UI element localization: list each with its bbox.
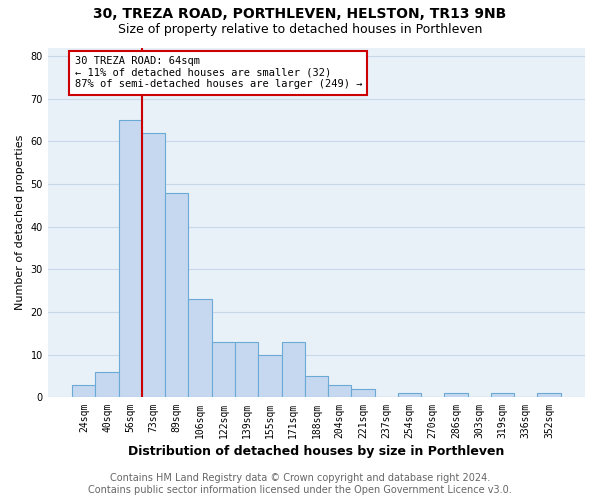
Text: Contains HM Land Registry data © Crown copyright and database right 2024.
Contai: Contains HM Land Registry data © Crown c… xyxy=(88,474,512,495)
Bar xyxy=(235,342,258,398)
Bar xyxy=(95,372,119,398)
Bar xyxy=(212,342,235,398)
Bar xyxy=(188,300,212,398)
X-axis label: Distribution of detached houses by size in Porthleven: Distribution of detached houses by size … xyxy=(128,444,505,458)
Bar xyxy=(165,192,188,398)
Bar xyxy=(491,393,514,398)
Bar xyxy=(119,120,142,398)
Bar xyxy=(328,384,351,398)
Text: Size of property relative to detached houses in Porthleven: Size of property relative to detached ho… xyxy=(118,22,482,36)
Bar xyxy=(445,393,467,398)
Text: 30, TREZA ROAD, PORTHLEVEN, HELSTON, TR13 9NB: 30, TREZA ROAD, PORTHLEVEN, HELSTON, TR1… xyxy=(94,8,506,22)
Y-axis label: Number of detached properties: Number of detached properties xyxy=(15,135,25,310)
Bar xyxy=(72,384,95,398)
Bar xyxy=(142,133,165,398)
Text: 30 TREZA ROAD: 64sqm
← 11% of detached houses are smaller (32)
87% of semi-detac: 30 TREZA ROAD: 64sqm ← 11% of detached h… xyxy=(74,56,362,90)
Bar xyxy=(305,376,328,398)
Bar xyxy=(281,342,305,398)
Bar xyxy=(398,393,421,398)
Bar xyxy=(258,355,281,398)
Bar xyxy=(538,393,560,398)
Bar xyxy=(351,389,374,398)
